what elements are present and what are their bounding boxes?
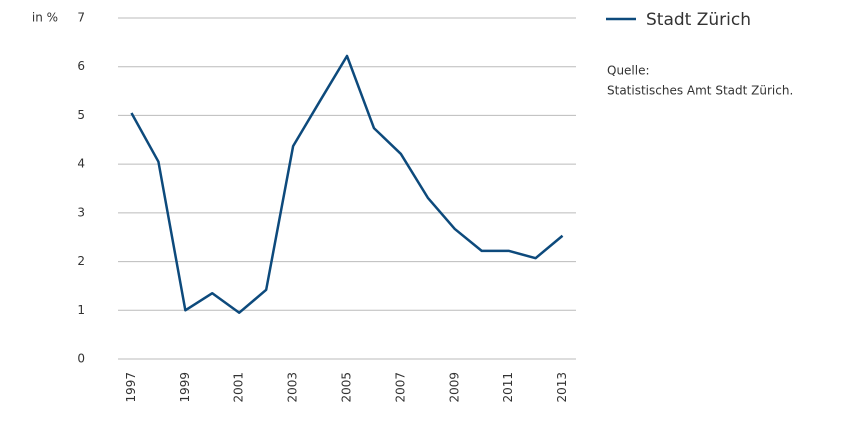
- x-tick-label: 2005: [340, 372, 354, 403]
- source-line: Statistisches Amt Stadt Zürich.: [607, 84, 793, 98]
- x-tick-label: 2003: [286, 372, 300, 403]
- y-tick-label: 7: [77, 11, 85, 25]
- x-tick-label: 2001: [232, 372, 246, 403]
- y-tick-label: 5: [77, 108, 85, 122]
- y-tick-label: 6: [77, 59, 85, 73]
- x-tick-label: 2007: [393, 372, 407, 403]
- y-tick-label: 2: [77, 254, 85, 268]
- y-tick-label: 4: [77, 157, 85, 171]
- x-tick-label: 1997: [124, 372, 138, 403]
- y-axis-label: in %: [32, 11, 58, 25]
- data-line: [130, 54, 564, 314]
- source-line: Quelle:: [607, 64, 650, 78]
- y-tick-label: 1: [77, 303, 85, 317]
- x-tick-label: 2013: [555, 372, 569, 403]
- x-tick-label: 1999: [178, 372, 192, 403]
- x-tick-label: 2009: [447, 372, 461, 403]
- y-tick-label: 0: [77, 352, 85, 366]
- x-tick-label: 2011: [501, 372, 515, 403]
- legend-label: Stadt Zürich: [646, 10, 751, 30]
- y-tick-label: 3: [77, 205, 85, 219]
